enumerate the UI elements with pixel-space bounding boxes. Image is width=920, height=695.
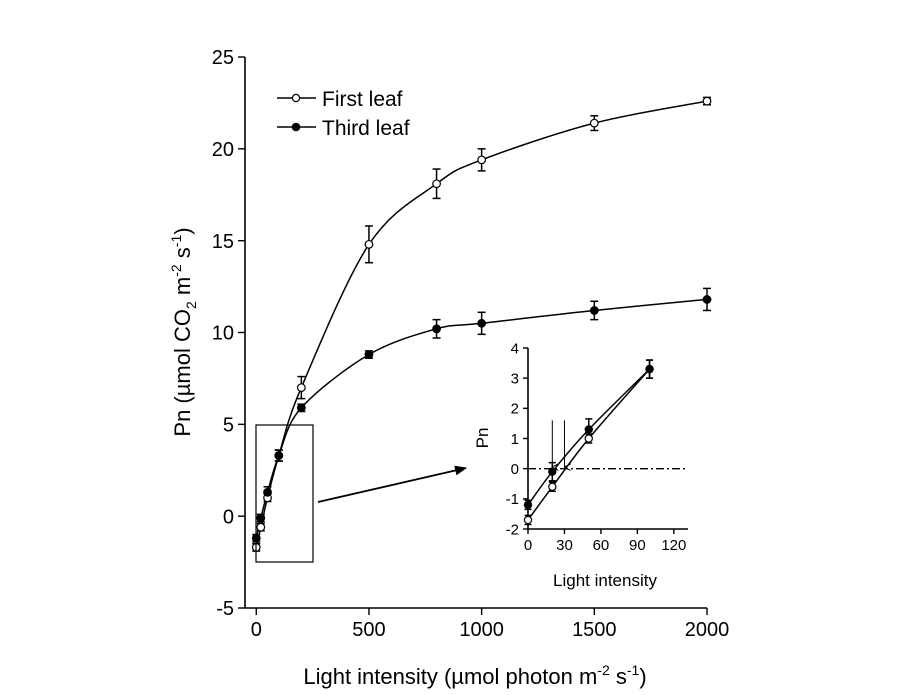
inset-point-third-leaf	[548, 467, 557, 476]
main-point-first-leaf	[589, 118, 599, 128]
main-point-third-leaf	[296, 403, 306, 413]
inset-curve-third-leaf	[527, 368, 651, 506]
inset-point-first-leaf	[584, 434, 593, 443]
inset-y-tick-label: -2	[506, 521, 519, 538]
inset-point-third-leaf	[645, 364, 654, 374]
legend-label-first-leaf: First leaf	[322, 88, 403, 111]
main-point-third-leaf	[364, 350, 374, 359]
main-point-third-leaf	[477, 318, 487, 328]
main-y-tick-label: 15	[212, 231, 234, 253]
main-point-first-leaf	[432, 179, 441, 189]
main-y-tick-label: 5	[223, 415, 234, 437]
main-x-tick-label: 1500	[572, 619, 617, 641]
main-y-tick-label: 25	[212, 47, 234, 69]
main-y-tick-label: 10	[212, 323, 234, 345]
inset-point-first-leaf	[548, 482, 557, 491]
main-curve-first-leaf	[255, 100, 708, 548]
inset-x-tick-label: 0	[524, 537, 532, 554]
main-x-tick-label: 2000	[685, 619, 730, 641]
legend-entry-first-leaf: First leaf	[277, 88, 403, 111]
inset-curve-first-leaf	[527, 368, 651, 521]
main-x-tick-label: 0	[251, 619, 262, 641]
inset-y-axis-label: Pn	[473, 428, 492, 449]
inset-y-ticks: -2 -1 0 1 2 3 4	[506, 340, 528, 538]
inset-curves	[527, 368, 651, 521]
inset-chart: -2 -1 0 1 2 3 4 0 30 60 90 120 Light intensity Pn	[473, 340, 688, 590]
inset-y-tick-label: 3	[511, 371, 519, 388]
main-y-ticks: -5 0 5 10 15 20 25	[212, 47, 245, 620]
main-y-tick-label: 20	[212, 139, 234, 161]
inset-y-tick-label: -1	[506, 491, 519, 508]
inset-point-first-leaf	[523, 515, 533, 525]
inset-point-third-leaf	[523, 500, 533, 510]
legend-entry-third-leaf: Third leaf	[277, 117, 410, 140]
inset-x-ticks: 0 30 60 90 120	[524, 529, 686, 554]
main-point-third-leaf	[702, 295, 712, 304]
main-point-third-leaf	[256, 513, 266, 523]
inset-y-tick-label: 1	[511, 431, 519, 448]
zoom-arrow	[317, 465, 467, 503]
main-x-tick-label: 500	[352, 619, 385, 641]
inset-y-tick-label: 0	[511, 461, 519, 478]
main-point-first-leaf	[477, 155, 487, 165]
main-point-third-leaf	[263, 487, 272, 497]
inset-x-tick-label: 90	[629, 537, 646, 554]
main-point-third-leaf	[274, 451, 284, 460]
inset-compensation-arrows	[551, 420, 564, 467]
main-x-tick-label: 1000	[459, 619, 504, 641]
inset-points	[523, 364, 654, 525]
main-y-axis-label: Pn (µmol CO2 m-2 s-1)	[168, 227, 199, 436]
legend: First leaf Third leaf	[277, 88, 410, 140]
main-point-first-leaf	[364, 239, 374, 249]
legend-marker-first-leaf	[291, 93, 301, 103]
main-x-ticks: 0 500 1000 1500 2000	[251, 608, 730, 641]
zoom-box	[255, 424, 314, 563]
main-x-axis-label: Light intensity (µmol photon m-2 s-1)	[303, 662, 646, 689]
main-point-first-leaf	[256, 522, 266, 532]
inset-point-third-leaf	[584, 425, 593, 434]
legend-marker-third-leaf	[291, 122, 301, 132]
inset-y-tick-label: 2	[511, 401, 519, 418]
inset-x-tick-label: 120	[661, 537, 686, 554]
main-point-first-leaf	[702, 96, 712, 106]
legend-label-third-leaf: Third leaf	[322, 117, 410, 140]
inset-x-tick-label: 30	[556, 537, 573, 554]
main-point-third-leaf	[432, 324, 441, 334]
inset-x-axis-label: Light intensity	[553, 571, 657, 590]
main-points	[251, 96, 712, 552]
main-point-first-leaf	[296, 383, 306, 393]
inset-x-tick-label: 60	[593, 537, 610, 554]
main-point-third-leaf	[589, 306, 599, 315]
main-y-tick-label: -5	[216, 598, 234, 620]
main-y-tick-label: 0	[223, 506, 234, 528]
inset-y-tick-label: 4	[511, 340, 519, 357]
